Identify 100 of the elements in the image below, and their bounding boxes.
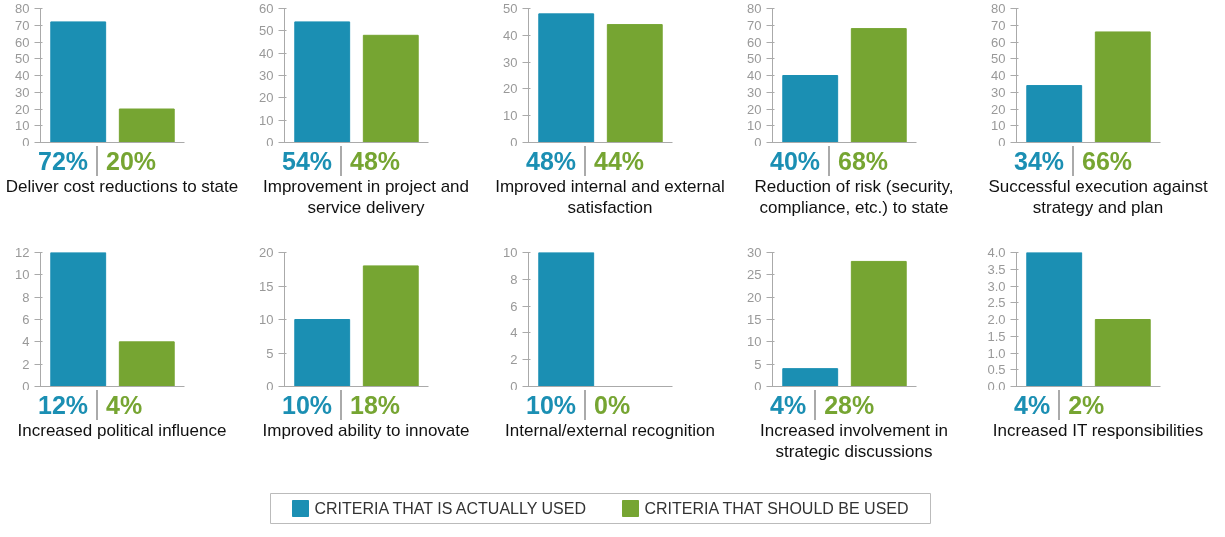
y-tick-label: 6 [510,298,518,314]
data-label: 18% [350,390,401,420]
y-tick-label: 15 [259,278,274,294]
y-tick-label: 70 [747,17,762,33]
y-tick-label: 20 [747,289,762,305]
y-tick-label: 0 [22,134,30,150]
y-tick-label: 50 [747,51,762,67]
data-label: 20% [106,146,157,176]
y-tick-label: 25 [747,267,762,283]
y-tick-label: 2 [510,352,518,368]
y-tick-label: 60 [259,1,274,16]
y-tick-label: 40 [991,68,1006,83]
y-tick-label: 50 [503,1,518,16]
y-tick-label: 15 [747,312,762,327]
y-tick-label: 0 [754,378,762,394]
y-tick-label: 20 [259,245,274,260]
y-tick-label: 30 [503,54,518,70]
y-tick-label: 0 [266,134,274,150]
y-tick-label: 60 [991,34,1006,50]
y-tick-label: 1.0 [987,345,1006,361]
data-label: 12% [38,390,89,420]
y-tick-label: 10 [503,108,518,124]
y-tick-label: 20 [991,101,1006,117]
y-tick-label: 0 [510,134,518,150]
y-tick-label: 8 [22,289,30,305]
data-label: 4% [1014,390,1051,420]
data-label: 28% [824,390,875,420]
y-tick-label: 10 [503,245,518,260]
y-tick-label: 30 [747,245,762,260]
data-label: 68% [838,146,889,176]
y-tick-label: 30 [15,84,30,100]
legend-label: CRITERIA THAT SHOULD BE USED [644,500,909,517]
data-label: 34% [1014,146,1065,176]
y-tick-label: 8 [510,271,518,287]
y-tick-label: 2 [22,356,30,372]
data-label: 72% [38,146,89,176]
y-tick-label: 5 [266,345,274,361]
y-tick-label: 0 [754,134,762,150]
y-tick-label: 2.5 [987,295,1006,311]
y-tick-label: 60 [15,34,30,50]
data-label: 4% [770,390,807,420]
x-axis-title: Improved ability to innovate [262,420,470,441]
y-tick-label: 70 [991,17,1006,33]
y-tick-label: 3.0 [987,278,1006,294]
y-tick-label: 30 [991,84,1006,100]
x-axis-title: Successful execution against strategy and plan [987,176,1209,218]
y-tick-label: 50 [259,23,274,39]
y-tick-label: 0 [266,378,274,394]
y-tick-label: 20 [15,101,30,117]
y-tick-label: 80 [991,1,1006,16]
data-label: 48% [526,146,577,176]
data-label: 44% [594,146,645,176]
y-tick-label: 70 [15,17,30,33]
y-tick-label: 10 [15,267,30,283]
y-tick-label: 10 [747,334,762,350]
y-tick-label: 10 [991,118,1006,134]
y-tick-label: 20 [503,81,518,97]
y-tick-label: 20 [747,101,762,117]
y-tick-label: 50 [15,51,30,67]
y-tick-label: 0 [22,378,30,394]
y-tick-label: 60 [747,34,762,50]
y-tick-label: 10 [747,118,762,134]
y-tick-label: 0 [998,134,1006,150]
legend-label: CRITERIA THAT IS ACTUALLY USED [314,500,586,517]
data-label: 10% [526,390,577,420]
y-tick-label: 1.5 [987,328,1006,344]
y-tick-label: 40 [15,68,30,83]
y-tick-label: 30 [259,68,274,83]
y-tick-label: 10 [259,112,274,128]
y-tick-label: 12 [15,245,30,260]
y-tick-label: 0 [510,378,518,394]
y-tick-label: 40 [259,45,274,61]
y-tick-label: 10 [15,118,30,134]
y-tick-label: 4 [22,334,30,350]
y-tick-label: 80 [15,1,30,16]
y-tick-label: 4.0 [987,245,1006,260]
y-tick-label: 80 [747,1,762,16]
x-axis-title: Increased IT responsibilities [992,420,1204,441]
y-tick-label: 40 [503,27,518,43]
data-label: 48% [350,146,401,176]
x-axis-title: Deliver cost reductions to state [5,176,239,197]
x-axis-title: Increased political influence [17,420,227,441]
y-tick-label: 0.5 [987,362,1006,378]
x-axis-title: Reduction of risk (security, compliance, etc.) to state [753,176,955,218]
y-tick-label: 3.5 [987,261,1006,277]
x-axis-title: Improvement in project and service delivery [262,176,470,218]
y-tick-label: 2.0 [987,312,1006,327]
data-label: 2% [1068,390,1105,420]
y-tick-label: 0.0 [987,378,1006,394]
data-label: 4% [106,390,143,420]
y-tick-label: 30 [747,84,762,100]
y-tick-label: 40 [747,68,762,83]
x-axis-title: Internal/external recognition [505,420,715,441]
y-tick-label: 6 [22,312,30,327]
y-tick-label: 20 [259,90,274,106]
data-label: 40% [770,146,821,176]
y-tick-label: 10 [259,312,274,327]
data-label: 66% [1082,146,1133,176]
x-axis-title: Increased involvement in strategic discussions [758,420,949,462]
y-tick-label: 4 [510,325,518,341]
